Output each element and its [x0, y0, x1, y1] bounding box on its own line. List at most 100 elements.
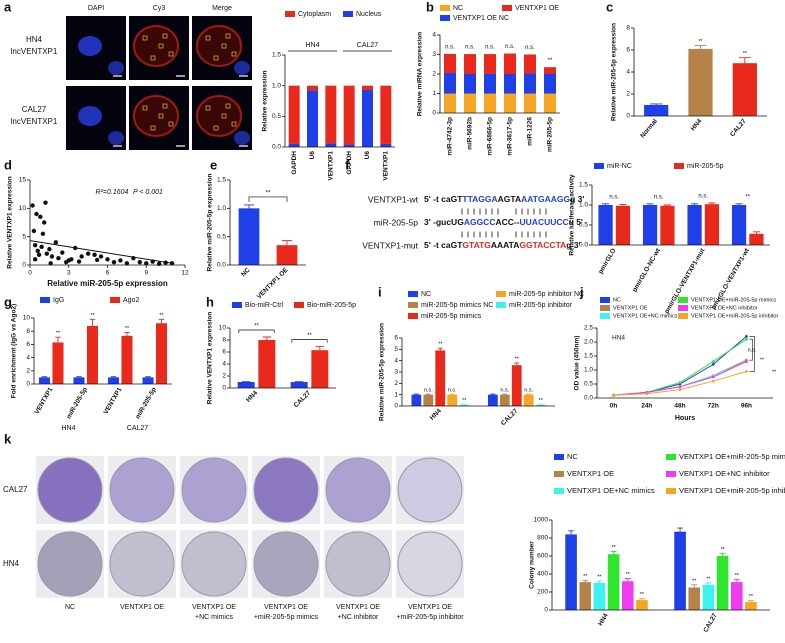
- error-bar: [708, 203, 715, 204]
- sequence-segment: 3' -gucUG: [424, 217, 464, 227]
- point: [118, 258, 122, 262]
- panel-label: i: [378, 284, 382, 299]
- legend-swatch: [408, 291, 418, 297]
- error-bar: [42, 377, 48, 378]
- bar-segment: [380, 86, 391, 144]
- bar: [423, 395, 433, 406]
- error-bar: [414, 394, 419, 395]
- plate: [254, 532, 318, 596]
- sequence-label: miR-205-5p: [374, 217, 419, 227]
- error-bar: [316, 347, 324, 351]
- group-label: CAL27: [127, 425, 149, 432]
- significance-label: **: [692, 578, 697, 584]
- sequence: 3' -gucUGAGGCCACC--UUACUUCCu 5': [424, 217, 583, 227]
- bar: [644, 105, 668, 116]
- legend-label: miR-205-5p inhibitor: [509, 302, 573, 309]
- significance-label: n.s.: [500, 388, 509, 394]
- bar: [705, 204, 719, 245]
- y-tick-label: 0.5: [579, 222, 588, 229]
- bar: [622, 581, 634, 610]
- bar: [258, 340, 275, 388]
- legend-swatch: [496, 302, 506, 308]
- error-bar: [159, 319, 165, 323]
- point: [105, 257, 109, 261]
- panel-label: e: [210, 157, 217, 172]
- bar-segment: [484, 94, 496, 114]
- y-tick-label: 5: [394, 346, 398, 353]
- legend-label: IgG: [53, 297, 64, 304]
- point: [54, 240, 58, 244]
- error-bar: [502, 394, 507, 395]
- y-tick-label: 8: [626, 25, 630, 32]
- significance-label: n.s.: [524, 388, 533, 394]
- point: [99, 254, 103, 258]
- x-tick-label: miR-205-5p: [65, 386, 89, 420]
- error-bar: [691, 204, 698, 205]
- y-axis-label: Relative VENTXP1 expression: [207, 312, 214, 405]
- legend-swatch: [232, 302, 242, 308]
- annotation: R²=0.1604: [96, 189, 129, 196]
- bar: [239, 208, 260, 265]
- panel-label: k: [4, 431, 12, 446]
- y-tick-label: 6: [222, 349, 226, 356]
- x-axis-label: Hours: [675, 415, 695, 422]
- point: [33, 257, 37, 261]
- legend-label: NC: [613, 297, 621, 303]
- sequence-segment: 5' -t caGT: [424, 194, 463, 204]
- legend-label: VENTXP1 OE+NC mimics: [613, 313, 678, 319]
- plate: [254, 458, 318, 522]
- plate: [398, 458, 462, 522]
- legend-swatch: [285, 11, 295, 17]
- image-column-label: +NC inhibitor: [338, 614, 379, 621]
- bar: [688, 49, 712, 116]
- significance-label: **: [462, 398, 467, 404]
- x-tick-label: miR-205-5p: [134, 386, 158, 420]
- bar: [74, 377, 85, 384]
- sequence-segment: AGGCC: [464, 217, 496, 227]
- nucleus-stain: [108, 131, 124, 145]
- legend-label: miR-205-5p mimics: [421, 313, 482, 320]
- bar-segment: [544, 94, 556, 114]
- point: [41, 232, 45, 236]
- sequence-segment: ACC--: [495, 217, 519, 227]
- y-tick-label: 1: [394, 391, 398, 398]
- sequence-segment: GTATG: [462, 240, 491, 250]
- x-tick-label: GAPDH: [291, 151, 298, 175]
- image-column-label: VENTXP1 OE: [120, 604, 164, 611]
- point: [125, 261, 129, 265]
- point: [64, 260, 68, 264]
- panel-label: d: [4, 157, 12, 172]
- error-bar: [677, 528, 683, 532]
- error-bar: [244, 205, 254, 208]
- x-tick-label: GAPDH: [346, 151, 353, 175]
- point: [39, 245, 43, 249]
- significance-label: **: [720, 547, 725, 553]
- bar: [565, 534, 577, 610]
- annotation: **: [265, 190, 271, 197]
- image-column-label: DAPI: [88, 5, 104, 12]
- annotation: P < 0.001: [133, 189, 163, 196]
- legend-swatch: [554, 488, 564, 494]
- y-tick-label: 1.0: [217, 205, 226, 212]
- comparison-bracket: [249, 197, 287, 202]
- x-tick-label: miR-6866-5p: [487, 117, 494, 156]
- bar: [636, 600, 648, 610]
- y-tick-label: 0: [544, 607, 548, 614]
- bar-segment: [544, 74, 556, 94]
- annotation: **: [772, 369, 777, 375]
- x-tick-label: CAL27: [729, 118, 748, 139]
- legend-swatch: [294, 302, 304, 308]
- annotation: n.s.: [609, 194, 619, 200]
- y-axis-label: Colony number: [529, 541, 536, 589]
- image-row-label: HN4: [3, 559, 20, 568]
- legend-swatch: [666, 454, 676, 460]
- cy3-stain: [197, 26, 241, 66]
- y-tick-label: 2.5: [584, 325, 593, 332]
- significance-label: **: [159, 313, 164, 319]
- x-tick-label: HN4: [690, 118, 704, 133]
- y-tick-label: 4: [26, 354, 30, 361]
- y-tick-label: 200: [537, 589, 548, 596]
- nucleus-stain: [78, 36, 102, 56]
- y-tick-label: 0.0: [272, 144, 281, 151]
- bar: [39, 377, 50, 384]
